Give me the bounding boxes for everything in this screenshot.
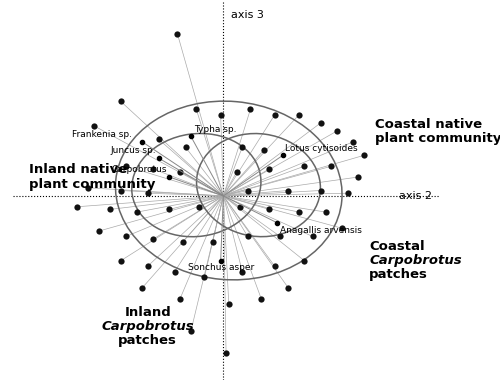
Text: Anagallis arvensis: Anagallis arvensis <box>280 226 362 235</box>
Text: axis 2: axis 2 <box>399 191 432 201</box>
Text: Lotus cytisoides: Lotus cytisoides <box>286 144 358 153</box>
Text: Typha sp.: Typha sp. <box>194 125 236 134</box>
Text: Carpobrotus: Carpobrotus <box>369 254 462 267</box>
Text: patches: patches <box>118 334 177 347</box>
Text: Carpobrotus: Carpobrotus <box>102 320 194 333</box>
Text: Coastal: Coastal <box>369 240 425 253</box>
Text: patches: patches <box>369 268 428 281</box>
Text: Inland: Inland <box>124 306 171 319</box>
Text: plant community: plant community <box>29 178 155 190</box>
Text: Sonchus asper: Sonchus asper <box>188 263 254 272</box>
Text: Inland native: Inland native <box>29 163 127 176</box>
Text: Carpobrotus: Carpobrotus <box>111 165 166 174</box>
Text: Juncus sp.: Juncus sp. <box>110 146 156 155</box>
Text: axis 3: axis 3 <box>232 10 264 20</box>
Text: Frankenia sp.: Frankenia sp. <box>72 130 132 139</box>
Text: plant community: plant community <box>374 131 500 144</box>
Text: Coastal native: Coastal native <box>374 118 482 131</box>
